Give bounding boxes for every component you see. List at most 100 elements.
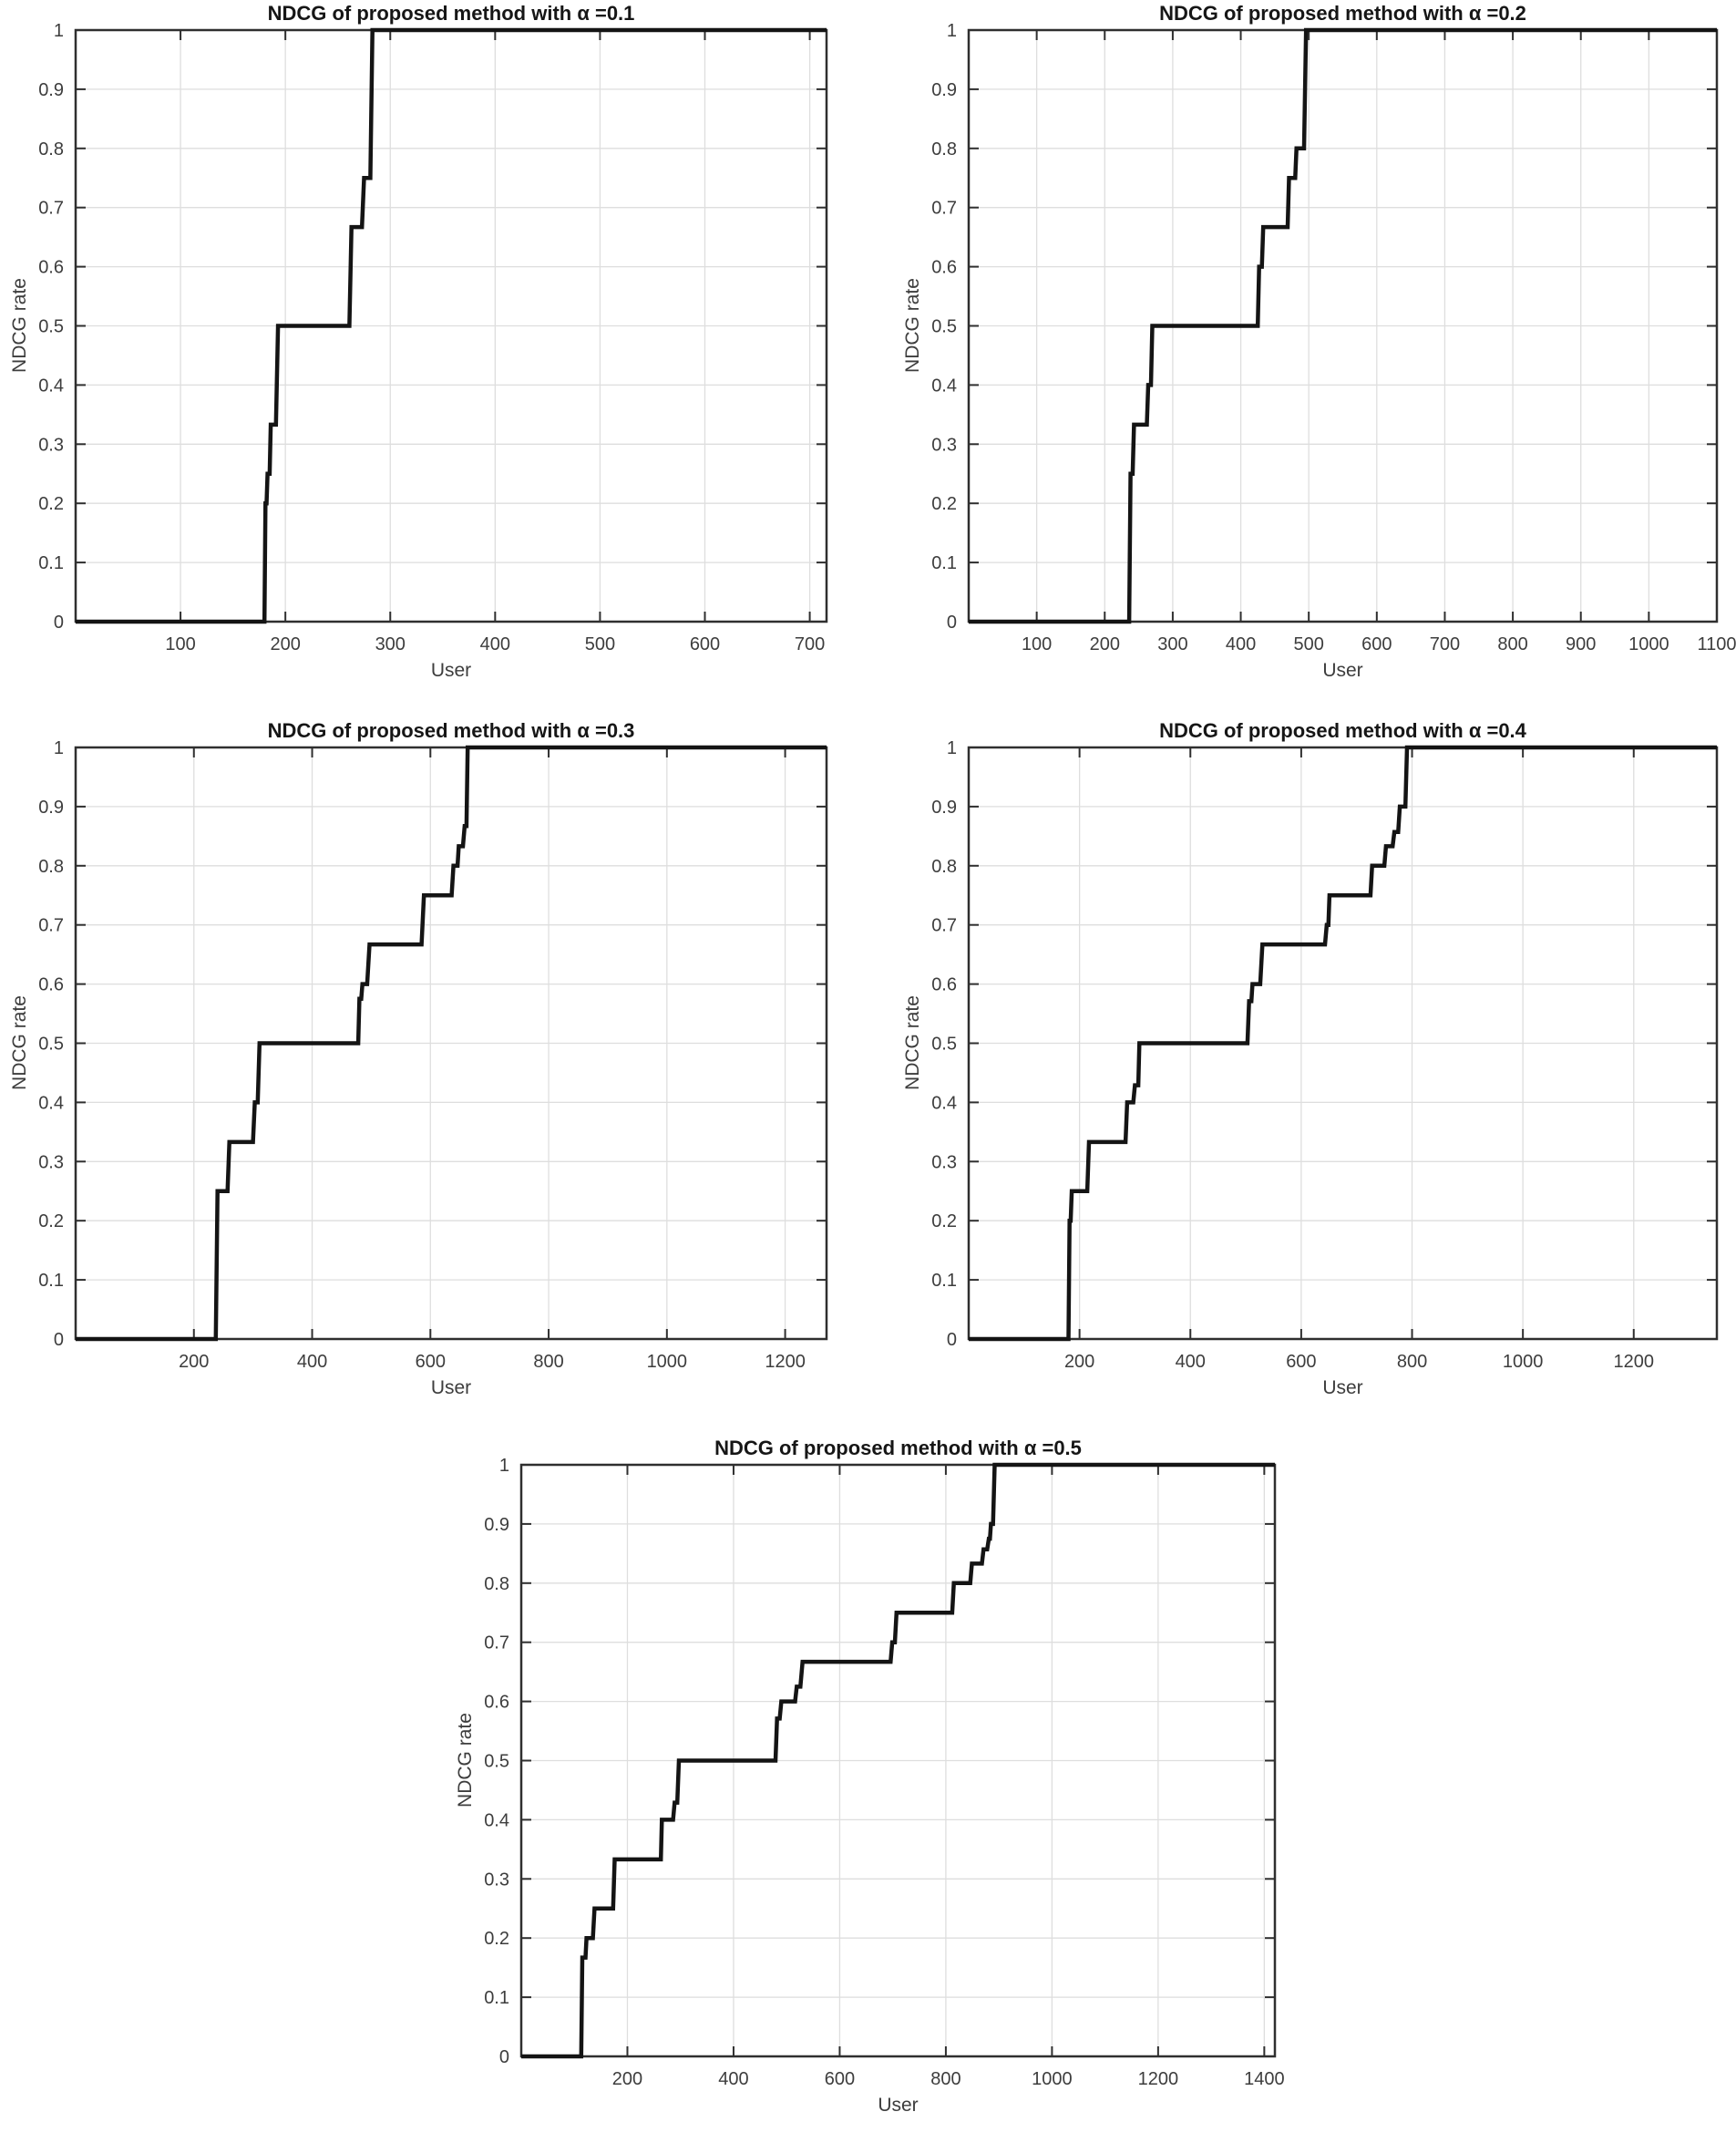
svg-text:1200: 1200 <box>765 1352 806 1372</box>
x-axis-label: User <box>878 2095 919 2116</box>
chart-alpha-0.2: NDCG of proposed method with α =0.2 NDCG… <box>868 0 1736 717</box>
svg-text:0.9: 0.9 <box>38 798 64 818</box>
plot-area: 200 400 600 800 1000 1200 1400 0 0.1 0.2 0.3 0.4 0.5… <box>484 1456 1285 2089</box>
svg-text:1: 1 <box>499 1456 509 1476</box>
svg-text:1000: 1000 <box>1503 1352 1544 1372</box>
plot-area: 100 200 300 400 500 600 700 0 0.1 0.2 0.3 0.4 0.5 0.6… <box>38 21 828 654</box>
x-axis-label: User <box>430 660 472 681</box>
svg-text:0.5: 0.5 <box>484 1752 509 1772</box>
svg-text:600: 600 <box>825 2069 855 2089</box>
svg-text:100: 100 <box>165 634 195 654</box>
svg-text:1: 1 <box>947 738 957 758</box>
svg-text:600: 600 <box>416 1352 446 1372</box>
svg-text:0.9: 0.9 <box>484 1515 509 1535</box>
svg-text:0.2: 0.2 <box>931 494 957 514</box>
svg-text:1000: 1000 <box>1628 634 1669 654</box>
svg-text:0.5: 0.5 <box>38 317 64 337</box>
svg-text:1: 1 <box>947 21 957 41</box>
svg-text:700: 700 <box>795 634 825 654</box>
svg-text:0.8: 0.8 <box>931 139 957 160</box>
svg-text:300: 300 <box>375 634 406 654</box>
svg-text:200: 200 <box>1090 634 1120 654</box>
svg-text:0.3: 0.3 <box>38 1152 64 1172</box>
svg-text:0.5: 0.5 <box>931 317 957 337</box>
svg-text:600: 600 <box>690 634 720 654</box>
svg-text:0: 0 <box>54 613 64 633</box>
chart-title: NDCG of proposed method with α =0.1 <box>267 2 635 25</box>
svg-text:600: 600 <box>1286 1352 1316 1372</box>
svg-text:0: 0 <box>54 1330 64 1350</box>
svg-text:0.2: 0.2 <box>931 1211 957 1231</box>
svg-text:0.6: 0.6 <box>38 975 64 995</box>
svg-text:0.6: 0.6 <box>931 258 957 278</box>
x-axis-label: User <box>1322 1377 1363 1398</box>
svg-text:400: 400 <box>1176 1352 1206 1372</box>
svg-text:1: 1 <box>54 21 64 41</box>
chart-alpha-0.1: NDCG of proposed method with α =0.1 NDCG… <box>0 0 868 717</box>
svg-text:0.7: 0.7 <box>931 916 957 936</box>
svg-text:900: 900 <box>1566 634 1596 654</box>
svg-text:200: 200 <box>612 2069 642 2089</box>
chart-alpha-0.4: NDCG of proposed method with α =0.4 NDCG… <box>868 717 1736 1435</box>
chart-title: NDCG of proposed method with α =0.5 <box>714 1437 1082 1459</box>
svg-text:0.4: 0.4 <box>484 1810 509 1830</box>
chart-title: NDCG of proposed method with α =0.2 <box>1159 2 1526 25</box>
svg-text:1200: 1200 <box>1614 1352 1655 1372</box>
svg-text:200: 200 <box>270 634 300 654</box>
svg-text:700: 700 <box>1430 634 1460 654</box>
svg-text:0: 0 <box>947 1330 957 1350</box>
x-axis-label: User <box>1322 660 1363 681</box>
svg-text:0.8: 0.8 <box>38 857 64 877</box>
svg-text:0.3: 0.3 <box>931 1152 957 1172</box>
svg-text:1: 1 <box>54 738 64 758</box>
svg-text:0.9: 0.9 <box>38 80 64 100</box>
svg-text:0.7: 0.7 <box>38 199 64 219</box>
svg-text:0.4: 0.4 <box>38 1093 64 1113</box>
svg-text:0.5: 0.5 <box>931 1035 957 1055</box>
svg-text:300: 300 <box>1157 634 1187 654</box>
plot-area: 200 400 600 800 1000 1200 0 0.1 0.2 0.3 0.4 0.5 0.6 0… <box>931 738 1719 1372</box>
svg-text:0.1: 0.1 <box>38 1271 64 1291</box>
chart-alpha-0.3: NDCG of proposed method with α =0.3 NDCG… <box>0 717 868 1435</box>
svg-text:800: 800 <box>1497 634 1527 654</box>
svg-text:0.6: 0.6 <box>931 975 957 995</box>
svg-text:0.9: 0.9 <box>931 798 957 818</box>
svg-text:1000: 1000 <box>647 1352 688 1372</box>
svg-text:0.7: 0.7 <box>484 1633 509 1653</box>
svg-text:0.3: 0.3 <box>484 1870 509 1890</box>
svg-text:0.1: 0.1 <box>484 1988 509 2008</box>
chart-alpha-0.5: NDCG of proposed method with α =0.5 NDCG… <box>0 1435 1736 2153</box>
svg-text:800: 800 <box>1397 1352 1427 1372</box>
svg-text:0.8: 0.8 <box>931 857 957 877</box>
svg-text:100: 100 <box>1022 634 1052 654</box>
svg-text:1000: 1000 <box>1032 2069 1073 2089</box>
chart-title: NDCG of proposed method with α =0.4 <box>1159 719 1526 742</box>
svg-text:400: 400 <box>718 2069 748 2089</box>
chart-title: NDCG of proposed method with α =0.3 <box>267 719 635 742</box>
svg-text:500: 500 <box>585 634 615 654</box>
plot-area: 200 400 600 800 1000 1200 0 0.1 0.2 0.3 0.4 0.5 0.6 0… <box>38 738 828 1372</box>
svg-text:500: 500 <box>1293 634 1323 654</box>
svg-text:0.2: 0.2 <box>38 494 64 514</box>
svg-text:0.1: 0.1 <box>931 1271 957 1291</box>
svg-text:800: 800 <box>930 2069 960 2089</box>
svg-text:0.8: 0.8 <box>38 139 64 160</box>
svg-text:0: 0 <box>499 2047 509 2067</box>
svg-text:0.3: 0.3 <box>38 435 64 455</box>
svg-text:400: 400 <box>297 1352 327 1372</box>
svg-text:400: 400 <box>480 634 510 654</box>
svg-text:0.7: 0.7 <box>931 199 957 219</box>
x-axis-label: User <box>430 1377 472 1398</box>
svg-text:0.4: 0.4 <box>931 1093 957 1113</box>
svg-text:1400: 1400 <box>1244 2069 1285 2089</box>
plot-area: 100 200 300 400 500 600 700 800 900 1000 1100 0 0.1 0… <box>931 21 1736 654</box>
svg-text:1100: 1100 <box>1697 634 1736 654</box>
svg-text:200: 200 <box>1064 1352 1094 1372</box>
svg-text:0.6: 0.6 <box>38 258 64 278</box>
svg-text:0.7: 0.7 <box>38 916 64 936</box>
svg-text:0.4: 0.4 <box>931 376 957 396</box>
svg-text:400: 400 <box>1226 634 1256 654</box>
svg-text:0.2: 0.2 <box>38 1211 64 1231</box>
svg-text:0.2: 0.2 <box>484 1929 509 1949</box>
